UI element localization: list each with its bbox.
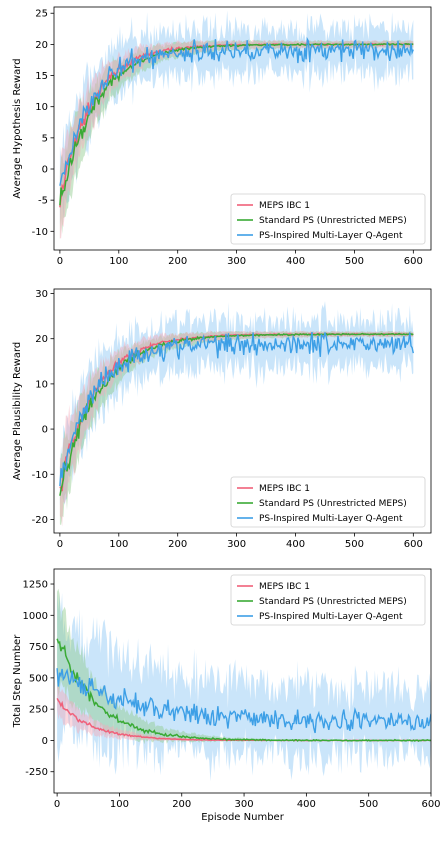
x-axis-label: Episode Number [201, 812, 285, 823]
confidence-bands [59, 10, 414, 240]
x-tick-label: 100 [109, 539, 128, 550]
legend-entry: PS-Inspired Multi-Layer Q-Agent [259, 612, 403, 622]
x-tick-label: 400 [286, 256, 305, 267]
x-tick-label: 0 [57, 539, 63, 550]
y-tick-label: 20 [35, 40, 48, 51]
legend-entry: Standard PS (Unrestricted MEPS) [259, 597, 407, 607]
y-tick-label: 750 [29, 642, 48, 653]
line-ps [59, 36, 414, 186]
chart-panel-2: 0 100 200 300 400 500 600 -20 -10 0 10 20 30 Average … [12, 288, 432, 550]
x-tick-label: 400 [297, 799, 316, 810]
series-lines [56, 638, 431, 743]
legend: MEPS IBC 1 Standard PS (Unrestricted MEPS… [230, 193, 426, 245]
y-tick-label: 20 [35, 334, 48, 345]
x-tick-label: 0 [57, 256, 63, 267]
x-tick-label: 200 [172, 799, 191, 810]
x-tick-label: 500 [345, 539, 364, 550]
band-ps [59, 10, 414, 226]
y-axis-label: Total Step Number [12, 634, 23, 729]
x-tick-label: 100 [109, 256, 128, 267]
legend: MEPS IBC 1 Standard PS (Unrestricted MEPS… [230, 574, 426, 626]
y-tick-label: -10 [32, 470, 48, 481]
legend-box [230, 574, 426, 626]
y-axis-label: Average Hypothesis Reward [12, 58, 23, 198]
y-tick-label: 1250 [23, 580, 48, 591]
x-tick-label: 400 [286, 539, 305, 550]
confidence-bands [59, 301, 414, 527]
x-tick-label: 300 [235, 799, 254, 810]
axes-frame [53, 6, 432, 251]
line-ps [56, 668, 431, 734]
x-tick-label: 300 [227, 539, 246, 550]
legend-entry: Standard PS (Unrestricted MEPS) [259, 499, 407, 509]
legend: MEPS IBC 1 Standard PS (Unrestricted MEPS… [230, 476, 426, 528]
chart-panel-1: 0 100 200 300 400 500 600 -10 -5 0 5 10 15 20 25 Averag… [12, 6, 432, 267]
x-tick-label: 600 [404, 539, 423, 550]
chart-panel-3: 0 100 200 300 400 500 600 -250 0 250 500 750 1000 125… [12, 568, 441, 823]
x-tick-label: 500 [345, 256, 364, 267]
y-tick-label: 0 [42, 425, 48, 436]
y-tick-label: 0 [42, 736, 48, 747]
y-tick-label: -5 [38, 196, 48, 207]
legend-entry: Standard PS (Unrestricted MEPS) [259, 216, 407, 226]
x-tick-label: 600 [421, 799, 440, 810]
axes-frame [53, 288, 432, 534]
y-tick-label: 0 [42, 165, 48, 176]
legend-box [230, 193, 426, 245]
y-tick-label: 250 [29, 705, 48, 716]
x-tick-label: 300 [227, 256, 246, 267]
y-tick-label: 5 [42, 133, 48, 144]
band-ps [57, 590, 431, 782]
legend-entry: MEPS IBC 1 [259, 582, 310, 592]
x-tick-label: 100 [110, 799, 129, 810]
axes-frame [53, 568, 432, 794]
series-lines [59, 36, 414, 208]
band-standard [57, 588, 431, 745]
y-tick-label: 10 [35, 102, 48, 113]
legend-box [230, 476, 426, 528]
confidence-bands [57, 588, 431, 782]
y-tick-label: -20 [32, 515, 48, 526]
band-meps [57, 681, 431, 742]
series-lines [59, 331, 414, 496]
legend-entry: MEPS IBC 1 [259, 484, 310, 494]
y-tick-label: 15 [35, 71, 48, 82]
x-tick-label: 600 [404, 256, 423, 267]
legend-entry: PS-Inspired Multi-Layer Q-Agent [259, 514, 403, 524]
line-standard [56, 638, 431, 743]
legend-entry: MEPS IBC 1 [259, 201, 310, 211]
line-ps [59, 331, 414, 487]
x-tick-label: 500 [359, 799, 378, 810]
band-ps [59, 301, 414, 506]
y-tick-label: 10 [35, 379, 48, 390]
x-tick-label: 200 [168, 256, 187, 267]
x-tick-label: 0 [54, 799, 60, 810]
y-tick-label: 25 [35, 9, 48, 20]
legend-entry: PS-Inspired Multi-Layer Q-Agent [259, 231, 403, 241]
x-tick-label: 200 [168, 539, 187, 550]
y-axis-label: Average Plausibility Reward [12, 342, 23, 480]
y-tick-label: 30 [35, 289, 48, 300]
y-tick-label: -10 [32, 227, 48, 238]
y-tick-label: 1000 [23, 611, 48, 622]
y-tick-label: -250 [25, 767, 48, 778]
y-tick-label: 500 [29, 673, 48, 684]
